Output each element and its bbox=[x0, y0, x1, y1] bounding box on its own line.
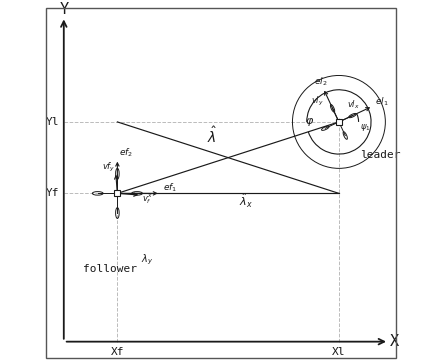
Text: X: X bbox=[390, 334, 399, 349]
Text: $vl_y$: $vl_y$ bbox=[311, 94, 324, 108]
Text: $v_f^x$: $v_f^x$ bbox=[142, 192, 153, 206]
Text: leader: leader bbox=[360, 150, 401, 160]
Text: $\lambda_y$: $\lambda_y$ bbox=[141, 253, 153, 267]
Text: Xf: Xf bbox=[110, 348, 124, 357]
Text: $vl_x$: $vl_x$ bbox=[347, 98, 359, 111]
Text: $vf_y$: $vf_y$ bbox=[103, 161, 116, 174]
Text: $\psi_1$: $\psi_1$ bbox=[360, 122, 371, 133]
Text: $\hat{\lambda}_x$: $\hat{\lambda}_x$ bbox=[239, 191, 253, 210]
Text: $\varphi$: $\varphi$ bbox=[305, 116, 314, 128]
Text: $el_2$: $el_2$ bbox=[314, 75, 328, 88]
Text: $ef_2$: $ef_2$ bbox=[119, 146, 133, 159]
Text: follower: follower bbox=[84, 264, 137, 274]
Text: Y: Y bbox=[59, 2, 69, 17]
Text: Yl: Yl bbox=[46, 117, 60, 127]
Text: Xl: Xl bbox=[332, 348, 346, 357]
Text: Yf: Yf bbox=[46, 188, 60, 198]
Text: $\hat{\lambda}$: $\hat{\lambda}$ bbox=[207, 126, 217, 146]
Text: $ef_1$: $ef_1$ bbox=[164, 181, 178, 194]
Text: $el_1$: $el_1$ bbox=[375, 96, 388, 108]
